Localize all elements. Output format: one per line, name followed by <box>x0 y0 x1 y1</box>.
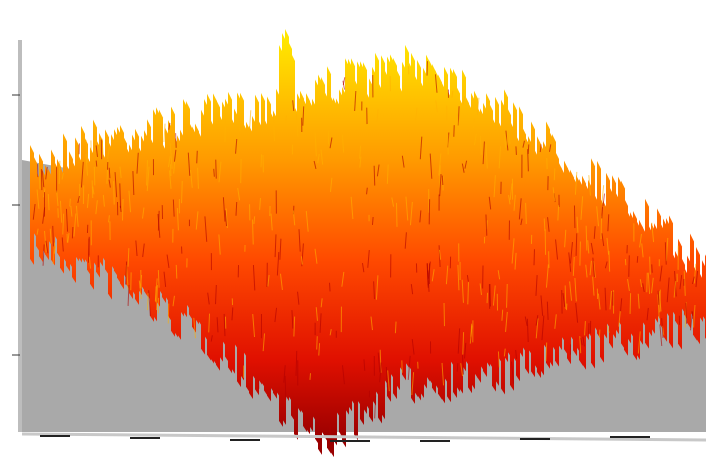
surface-texture <box>109 168 110 178</box>
surface-texture <box>580 242 581 266</box>
surface-texture <box>317 336 318 349</box>
surface-texture <box>216 160 217 179</box>
surface-texture <box>176 265 177 279</box>
surface-texture <box>374 166 375 186</box>
surface-texture <box>630 293 631 314</box>
x-axis-line <box>22 434 706 440</box>
surface-texture <box>330 283 331 292</box>
surface-texture <box>310 373 311 380</box>
surface-texture <box>170 164 171 176</box>
surface-texture <box>114 181 115 204</box>
surface-texture <box>94 167 95 186</box>
surface-texture <box>528 144 529 154</box>
surface-texture <box>507 284 508 308</box>
surface-texture <box>637 256 638 263</box>
surface-texture <box>319 418 320 426</box>
surface-texture <box>565 285 566 309</box>
surface-texture <box>576 233 577 256</box>
surface-plot <box>0 0 706 463</box>
surface-texture <box>250 110 251 129</box>
surface-texture <box>53 226 54 246</box>
surface-texture <box>490 284 491 307</box>
surface-texture <box>601 216 602 239</box>
surface-texture <box>261 154 262 167</box>
surface-texture <box>253 220 254 245</box>
surface-texture <box>182 181 183 203</box>
surface-texture <box>395 322 396 334</box>
surface-texture <box>554 168 555 180</box>
surface-texture <box>544 218 545 230</box>
surface-texture <box>372 217 373 225</box>
surface-texture <box>96 161 97 167</box>
surface-texture <box>214 169 215 177</box>
surface-texture <box>176 133 177 148</box>
surface-texture <box>442 176 443 185</box>
surface-texture <box>123 199 124 220</box>
surface-texture <box>164 124 165 142</box>
surface-texture <box>609 251 610 272</box>
surface-texture <box>457 363 458 371</box>
surface-texture <box>197 151 198 164</box>
surface-texture <box>650 257 651 275</box>
surface-texture <box>658 291 659 305</box>
